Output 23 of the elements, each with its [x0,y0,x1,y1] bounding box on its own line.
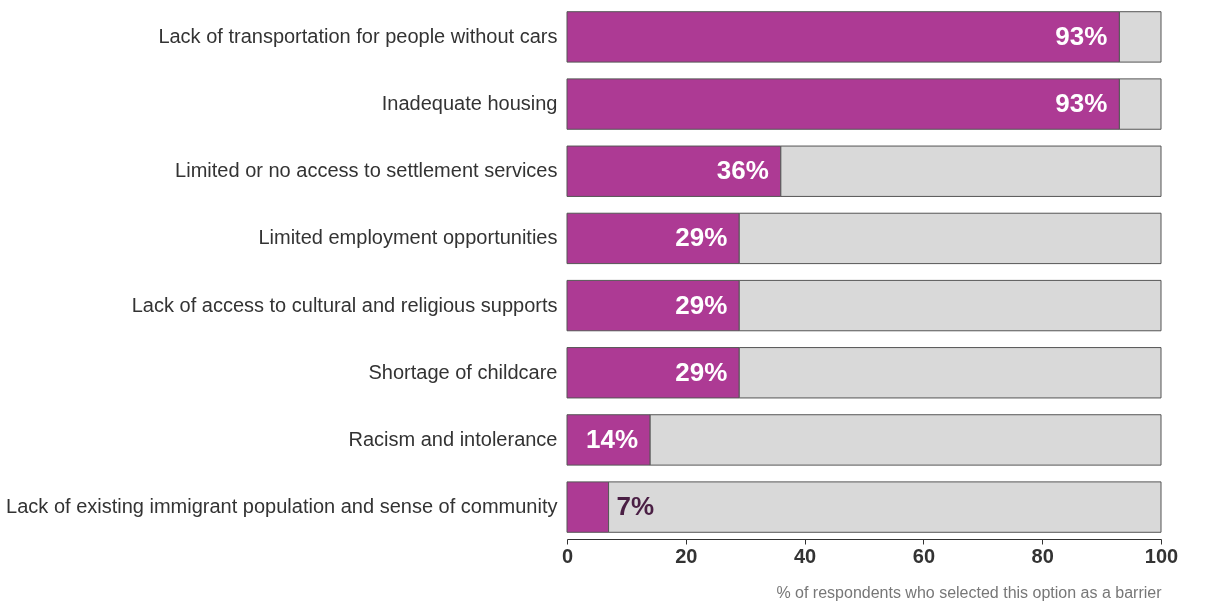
y-tick-label: Lack of existing immigrant population and sense of community [6,495,558,518]
data-label: 36% [716,155,769,186]
data-label: 93% [1055,88,1108,119]
x-axis-title: % of respondents who selected this option as a barrier [776,583,1163,601]
data-label: 29% [675,289,728,320]
y-tick-label: Lack of transportation for people without cars [158,24,558,47]
x-tick-label: 80 [1031,544,1054,567]
y-tick-label: Limited or no access to settlement services [175,159,558,182]
data-label: 93% [1055,20,1108,51]
data-label: 7% [616,491,655,522]
x-tick-label: 60 [912,544,936,567]
y-tick-label: Limited employment opportunities [258,226,558,249]
data-label: 29% [675,222,728,253]
x-tick-label: 0 [561,544,574,567]
data-label: 29% [675,356,728,387]
y-tick-label: Inadequate housing [381,92,558,115]
data-label: 14% [586,423,639,454]
y-tick-label: Shortage of childcare [368,360,558,383]
y-tick-label: Racism and intolerance [348,427,558,450]
x-tick-label: 100 [1144,544,1179,567]
x-tick-label: 20 [675,544,698,567]
x-tick-label: 40 [793,544,817,567]
y-tick-label: Lack of access to cultural and religious supports [131,293,558,316]
